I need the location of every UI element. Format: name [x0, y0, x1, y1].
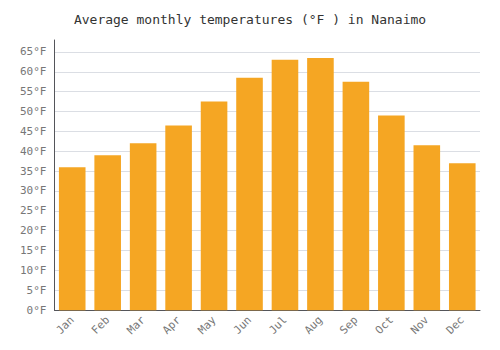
svg-text:15°F: 15°F: [20, 244, 47, 257]
svg-text:10°F: 10°F: [20, 264, 47, 277]
svg-text:Mar: Mar: [125, 313, 148, 336]
svg-text:Feb: Feb: [89, 314, 112, 337]
svg-text:25°F: 25°F: [20, 204, 47, 217]
svg-text:65°F: 65°F: [20, 45, 47, 58]
svg-text:Jun: Jun: [231, 314, 254, 337]
svg-text:Jan: Jan: [54, 314, 77, 337]
svg-text:Nov: Nov: [408, 313, 431, 336]
svg-text:May: May: [195, 313, 218, 336]
svg-text:0°F: 0°F: [27, 304, 47, 317]
svg-text:20°F: 20°F: [20, 224, 47, 237]
svg-text:Jul: Jul: [266, 314, 289, 337]
svg-text:60°F: 60°F: [20, 65, 47, 78]
svg-text:Dec: Dec: [444, 314, 467, 337]
svg-text:Apr: Apr: [160, 313, 183, 336]
svg-text:5°F: 5°F: [27, 284, 47, 297]
svg-text:30°F: 30°F: [20, 184, 47, 197]
svg-text:50°F: 50°F: [20, 105, 47, 118]
svg-text:35°F: 35°F: [20, 165, 47, 178]
svg-text:40°F: 40°F: [20, 145, 47, 158]
svg-text:Oct: Oct: [373, 314, 396, 337]
svg-text:Sep: Sep: [337, 314, 360, 337]
svg-text:Aug: Aug: [302, 314, 325, 337]
svg-text:55°F: 55°F: [20, 85, 47, 98]
svg-text:Average monthly temperatures (: Average monthly temperatures (°F ) in Na…: [74, 12, 426, 27]
svg-text:45°F: 45°F: [20, 125, 47, 138]
